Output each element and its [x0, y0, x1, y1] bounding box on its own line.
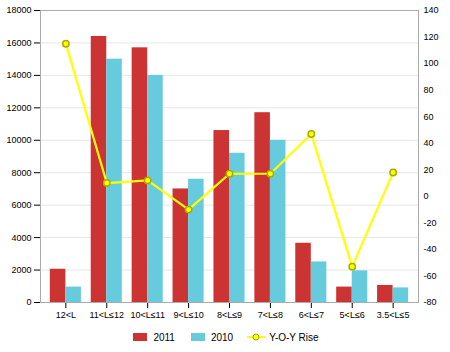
svg-text:6<L≤7: 6<L≤7 — [299, 310, 324, 320]
svg-text:-40: -40 — [424, 244, 437, 254]
svg-text:18000: 18000 — [6, 5, 31, 15]
svg-text:5<L≤6: 5<L≤6 — [340, 310, 365, 320]
svg-text:-80: -80 — [424, 297, 437, 307]
html-text:2010: 2010 — [210, 331, 234, 343]
svg-text:8<L≤9: 8<L≤9 — [217, 310, 242, 320]
svg-text:10<L≤11: 10<L≤11 — [130, 310, 165, 320]
html-text:2011: 2011 — [153, 331, 175, 343]
svg-text:100: 100 — [424, 58, 439, 68]
svg-text:12<L: 12<L — [56, 310, 76, 320]
svg-text:140: 140 — [424, 5, 439, 15]
svg-text:14000: 14000 — [6, 70, 31, 80]
svg-text:7<L≤8: 7<L≤8 — [258, 310, 283, 320]
svg-text:40: 40 — [424, 138, 434, 148]
svg-text:6000: 6000 — [11, 200, 31, 210]
html-text:Y-O-Y Rise: Y-O-Y Rise — [269, 331, 319, 343]
svg-text:0: 0 — [424, 191, 429, 201]
svg-text:12000: 12000 — [6, 103, 31, 113]
svg-text:120: 120 — [424, 32, 439, 42]
svg-text:10000: 10000 — [6, 135, 31, 145]
svg-text:80: 80 — [424, 85, 434, 95]
svg-text:-60: -60 — [424, 271, 437, 281]
svg-text:4000: 4000 — [11, 232, 31, 242]
svg-text:2000: 2000 — [11, 265, 31, 275]
svg-text:60: 60 — [424, 112, 434, 122]
svg-text:-20: -20 — [424, 218, 437, 228]
svg-text:0: 0 — [26, 297, 31, 307]
svg-text:20: 20 — [424, 165, 434, 175]
svg-text:3.5<L≤5: 3.5<L≤5 — [377, 310, 410, 320]
svg-text:16000: 16000 — [6, 38, 31, 48]
svg-text:9<L≤10: 9<L≤10 — [173, 310, 203, 320]
svg-text:8000: 8000 — [11, 168, 31, 178]
svg-text:11<L≤12: 11<L≤12 — [89, 310, 124, 320]
